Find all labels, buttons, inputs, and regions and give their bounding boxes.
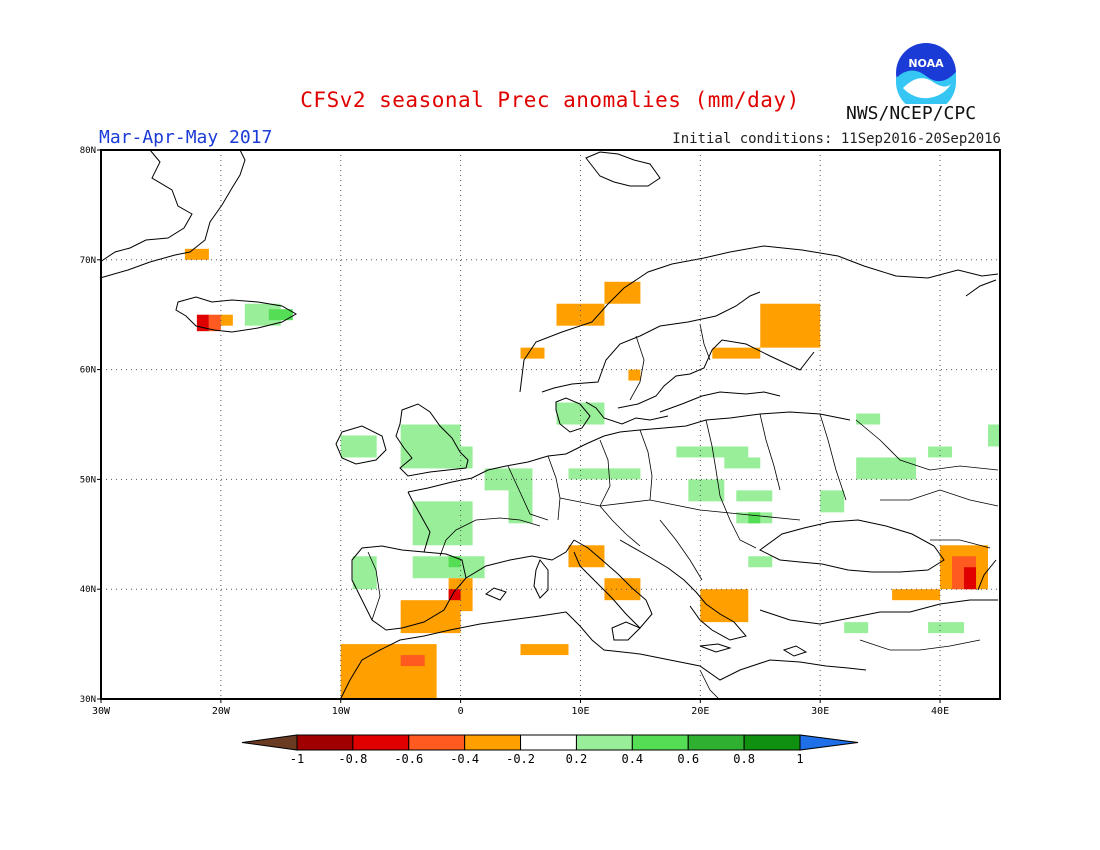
lat-tick-label: 80N (80, 146, 96, 156)
anomaly-cell (688, 479, 725, 502)
legend-swatch (799, 734, 859, 751)
lat-tick-label: 50N (80, 475, 96, 485)
anomaly-cell (556, 303, 605, 326)
legend-tick-label: 0.4 (621, 752, 643, 766)
lat-tick-label: 60N (80, 366, 96, 376)
lon-tick-label: 40E (931, 706, 949, 717)
legend-tick-label: -0.2 (506, 752, 535, 766)
anomaly-cell (736, 490, 773, 502)
legend-tick-label: -0.4 (450, 752, 479, 766)
anomaly-cell (268, 309, 293, 321)
anomaly-cell (844, 622, 869, 634)
lon-tick-label: 30E (811, 706, 829, 717)
anomaly-cell (220, 314, 233, 326)
legend-tick-label: -1 (290, 752, 304, 766)
legend-swatch (575, 734, 633, 751)
legend-tick-label: 0.8 (733, 752, 755, 766)
lon-tick-label: 0 (458, 706, 464, 717)
anomaly-cell (520, 347, 545, 359)
anomaly-cell (208, 314, 221, 332)
lat-tick-label: 30N (80, 695, 96, 705)
anomaly-cell (340, 644, 437, 699)
legend-swatch (743, 734, 801, 751)
country-borders (367, 323, 999, 701)
legend-swatch (464, 734, 522, 751)
axis-ticks: 30W 20W 10W 0 10E 20E 30E 40E 30N 40N 50N 60N 70N 80N (80, 146, 949, 717)
lat-tick-label: 40N (80, 585, 96, 595)
lon-tick-label: 30W (92, 706, 111, 717)
anomaly-cell (448, 556, 461, 568)
anomaly-cell (724, 457, 761, 469)
svg-text:NOAA: NOAA (908, 57, 944, 70)
anomaly-cell (196, 314, 209, 332)
map-title: CFSv2 seasonal Prec anomalies (mm/day) (300, 88, 800, 112)
anomaly-cell (400, 655, 425, 667)
anomaly-cell (988, 424, 1000, 447)
anomaly-cell (748, 556, 773, 568)
anomaly-cell (892, 589, 941, 601)
season-label: Mar-Apr-May 2017 (99, 127, 273, 148)
legend-swatch (352, 734, 410, 751)
anomaly-cell (340, 435, 377, 458)
anomaly-cell (628, 369, 641, 381)
noaa-logo-icon: NOAA (896, 43, 956, 104)
legend-swatch (631, 734, 689, 751)
anomaly-cell (604, 281, 641, 304)
anomaly-cell (856, 413, 881, 425)
anomaly-cell (412, 501, 473, 546)
anomaly-cell (604, 578, 641, 601)
anomaly-cell (184, 248, 209, 260)
legend-tick-label: 0.6 (677, 752, 699, 766)
legend-swatch (687, 734, 745, 751)
anomaly-layer (184, 248, 1000, 699)
lon-tick-label: 20W (212, 706, 231, 717)
anomaly-cell (568, 468, 641, 480)
lon-tick-label: 10W (332, 706, 351, 717)
legend-tick-label: 1 (796, 752, 803, 766)
anomaly-cell (508, 490, 533, 524)
lat-tick-label: 70N (80, 256, 96, 266)
anomaly-cell (712, 347, 761, 359)
map-frame (100, 149, 1001, 700)
anomaly-cell (760, 303, 821, 348)
anomaly-cell (520, 644, 569, 656)
coastlines (99, 149, 999, 701)
anomaly-cell (928, 622, 965, 634)
anomaly-cell (556, 402, 605, 425)
initial-conditions: Initial conditions: 11Sep2016-20Sep2016 (672, 131, 1001, 147)
agency-label: NWS/NCEP/CPC (846, 103, 977, 124)
anomaly-cell (448, 589, 461, 601)
anomaly-cell (748, 512, 761, 524)
color-legend: -1 -0.8 -0.6 -0.4 -0.2 0.2 0.4 0.6 0.8 1 (241, 734, 859, 766)
anomaly-cell (964, 567, 977, 590)
anomaly-cell (820, 490, 845, 513)
legend-tick-label: -0.6 (394, 752, 423, 766)
anomaly-cell (676, 446, 749, 458)
anomaly-cell (412, 556, 485, 579)
anomaly-cell (484, 468, 533, 491)
lon-tick-label: 20E (691, 706, 709, 717)
legend-swatch (241, 734, 298, 751)
legend-swatch (296, 734, 354, 751)
legend-swatch (408, 734, 466, 751)
anomaly-cell (928, 446, 953, 458)
anomaly-cell (436, 446, 473, 469)
anomaly-cell (352, 556, 377, 590)
legend-tick-label: 0.2 (566, 752, 588, 766)
lon-tick-label: 10E (571, 706, 589, 717)
legend-tick-label: -0.8 (338, 752, 367, 766)
legend-swatch (520, 734, 577, 751)
anomaly-cell (568, 545, 605, 568)
anomaly-cell (856, 457, 917, 480)
